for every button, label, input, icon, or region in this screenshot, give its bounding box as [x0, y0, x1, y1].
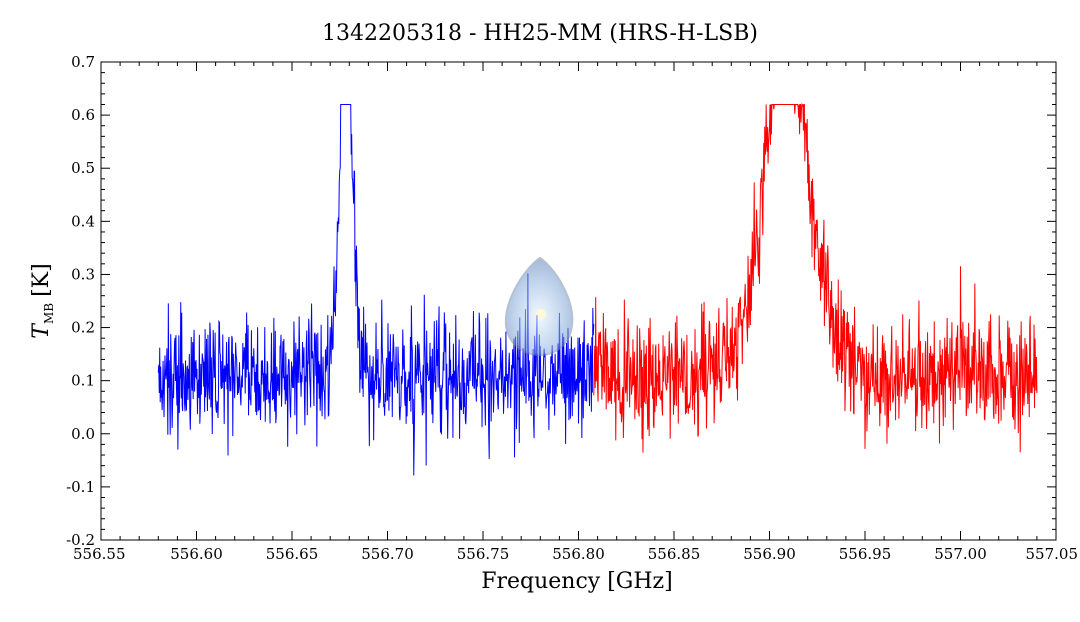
x-tick-label: 556.55 [73, 545, 126, 563]
watermark-logo [504, 256, 574, 357]
y-tick-label: 0.1 [71, 372, 95, 390]
x-axis-ticks: 556.55 556.60 556.65 556.70 556.75 556.80 556.… [73, 62, 1078, 563]
y-axis-label-unit: [K] [29, 263, 54, 297]
y-tick-label: -0.2 [66, 531, 95, 549]
x-tick-label: 556.90 [743, 545, 796, 563]
x-tick-label: 557.05 [1026, 545, 1079, 563]
plot-frame [100, 61, 1057, 541]
y-tick-label: 0.4 [71, 212, 95, 230]
y-axis-label: TMB [K] [29, 263, 56, 338]
x-axis-label: Frequency [GHz] [481, 569, 673, 594]
y-tick-label: 0.3 [71, 265, 95, 283]
x-tick-label: 556.75 [457, 545, 510, 563]
y-axis-label-sub: MB [42, 303, 56, 324]
series-layer [157, 102, 1038, 476]
spectrum-series-red [593, 102, 1038, 453]
x-tick-label: 556.80 [552, 545, 605, 563]
y-tick-label: -0.1 [66, 478, 95, 496]
y-tick-label: 0.0 [71, 425, 95, 443]
spectrum-series-blue [157, 103, 595, 476]
x-tick-label: 556.95 [839, 545, 892, 563]
x-tick-label: 556.85 [648, 545, 701, 563]
chart-title: 1342205318 - HH25-MM (HRS-H-LSB) [322, 21, 758, 46]
x-tick-label: 556.70 [361, 545, 414, 563]
y-tick-label: 0.2 [71, 319, 95, 337]
y-tick-label: 0.6 [71, 106, 95, 124]
y-axis-ticks: -0.2 -0.1 0.0 0.1 0.2 0.3 0.4 0.5 0.6 0.7 [66, 53, 1056, 549]
x-tick-label: 556.60 [170, 545, 223, 563]
x-tick-label: 556.65 [266, 545, 319, 563]
x-tick-label: 557.00 [934, 545, 987, 563]
svg-text:TMB[K]: TMB [K] [29, 263, 56, 338]
y-tick-label: 0.7 [71, 53, 95, 71]
y-axis-label-main: T [29, 322, 54, 339]
y-tick-label: 0.5 [71, 159, 95, 177]
